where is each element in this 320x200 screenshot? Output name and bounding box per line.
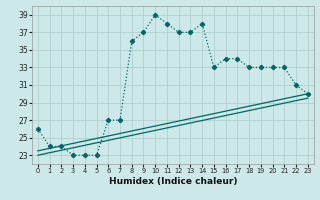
X-axis label: Humidex (Indice chaleur): Humidex (Indice chaleur) [108, 177, 237, 186]
